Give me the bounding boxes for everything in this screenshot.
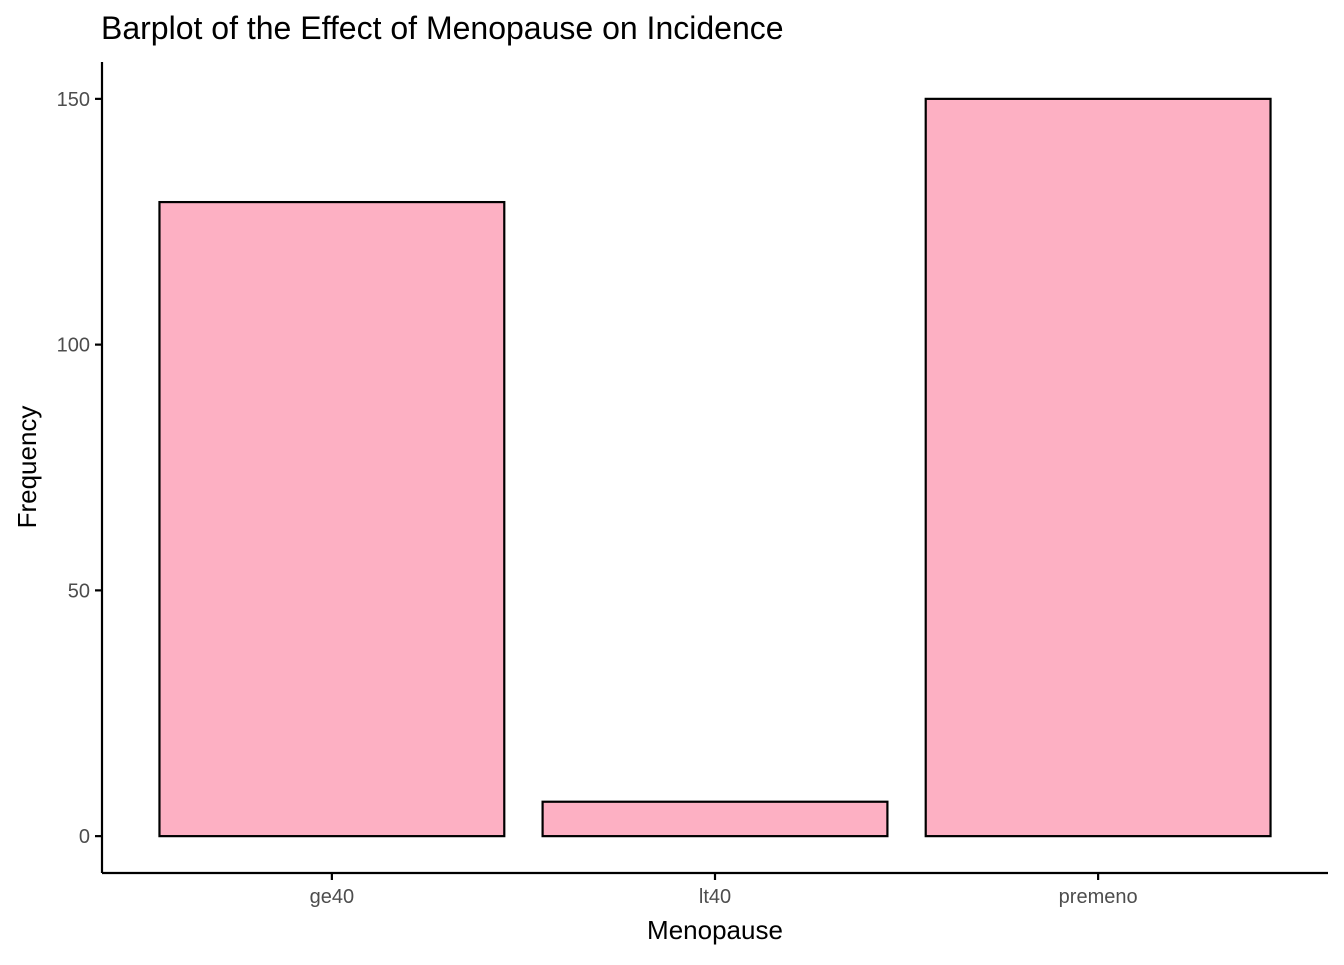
bars-layer <box>158 97 1272 838</box>
x-axis-title: Menopause <box>647 915 783 945</box>
chart-title: Barplot of the Effect of Menopause on In… <box>101 10 784 46</box>
x-tick-label-lt40: lt40 <box>699 886 731 908</box>
x-tick-label-premeno: premeno <box>1059 886 1138 908</box>
bar-lt40 <box>541 800 889 838</box>
x-axis: ge40 lt40 premeno <box>102 871 1328 908</box>
y-axis-title: Frequency <box>12 406 42 529</box>
y-tick-label-50: 50 <box>68 580 90 602</box>
x-tick-label-ge40: ge40 <box>310 886 355 908</box>
y-axis: 0 50 100 150 <box>57 62 104 873</box>
bar-premeno <box>924 97 1272 838</box>
y-tick-label-100: 100 <box>57 335 90 357</box>
y-tick-label-0: 0 <box>79 826 90 848</box>
bar-ge40 <box>158 200 506 838</box>
y-tick-label-150: 150 <box>57 89 90 111</box>
